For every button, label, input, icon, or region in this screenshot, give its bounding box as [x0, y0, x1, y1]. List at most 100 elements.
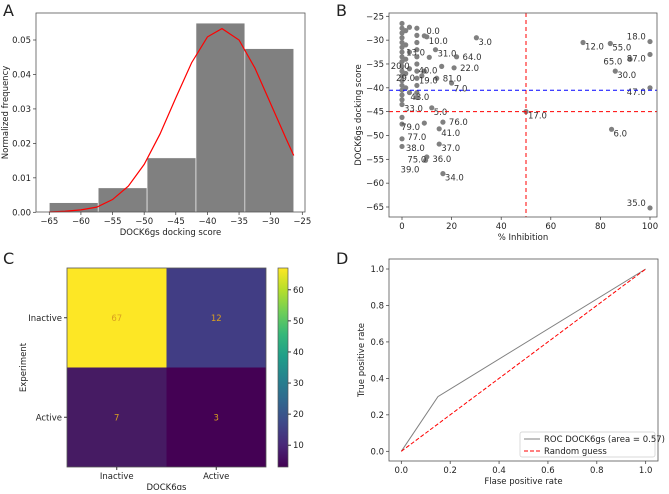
panel-a-y-tick-label: 0.04 [12, 70, 31, 80]
scatter-point [403, 28, 409, 34]
scatter-point [414, 39, 420, 46]
point-label: 81.0 [443, 74, 462, 84]
scatter-point [399, 121, 405, 127]
point-label: 77.0 [407, 133, 426, 143]
panel-b-x-tick-label: 20 [446, 222, 457, 232]
panel-b-y-tick-label: −35 [366, 60, 384, 70]
panel-b-x-tick-label: 80 [595, 222, 606, 232]
point-label: 40.0 [418, 66, 437, 76]
panel-a-x-axis-label: DOCK6gs docking score [120, 228, 222, 238]
point-label: 34.0 [445, 174, 464, 184]
scatter-point [406, 49, 413, 55]
scatter-point [399, 35, 405, 41]
scatter-point [414, 32, 420, 38]
panel-b-y-tick-label: −55 [366, 155, 384, 165]
point-label: 6.0 [614, 129, 628, 139]
panel-d-y-axis-label: True positive rate [357, 323, 367, 398]
panel-d-x-tick-label: 0.4 [492, 466, 506, 476]
scatter-point [580, 39, 586, 46]
scatter-point [406, 89, 413, 96]
panel-b-y-tick-label: −25 [366, 12, 384, 22]
scatter-point [647, 85, 653, 91]
cell-value: 67 [111, 314, 122, 324]
scatter-point [399, 82, 405, 89]
scatter-point [414, 94, 420, 100]
scatter-point [451, 65, 457, 71]
scatter-point [421, 68, 427, 74]
scatter-point [399, 87, 405, 93]
panel-b-y-tick-label: −40 [366, 84, 384, 94]
scatter-point [607, 40, 613, 47]
point-label: 20.0 [391, 62, 410, 72]
panel-a-y-tick-label: 0.01 [12, 174, 31, 184]
point-label: 39.0 [401, 166, 420, 176]
scatter-point [439, 63, 445, 69]
point-label: 55.0 [612, 43, 631, 53]
legend-box [519, 431, 656, 458]
panel-b-x-tick-label: 0 [399, 222, 404, 232]
panel-d-x-axis-label: Flase positive rate [484, 477, 562, 487]
point-label: 0.0 [426, 27, 440, 37]
colorbar-tick-label: 40 [293, 348, 304, 358]
point-label: 22.0 [460, 64, 479, 74]
panel-b-x-tick-label: 60 [545, 222, 556, 232]
scatter-point [399, 73, 405, 79]
panel-label-a: A [3, 1, 14, 20]
point-label: 33.0 [404, 104, 423, 114]
confusion-cell [166, 268, 266, 368]
scatter-point [453, 54, 460, 60]
panel-a-x-tick-label: −55 [104, 217, 122, 227]
panel-b-y-tick-label: −50 [366, 131, 384, 141]
scatter-point [414, 75, 420, 81]
scatter-point [399, 54, 405, 60]
panel-d-y-tick-label: 0.2 [370, 411, 384, 421]
panel-d-x-tick-label: 0.6 [541, 466, 555, 476]
panel-c-x-axis-label: DOCK6gs [147, 483, 188, 490]
panel-c-x-tick-label: Inactive [100, 472, 134, 482]
scatter-point [436, 141, 442, 147]
panel-d-x-tick-label: 1.0 [639, 466, 653, 476]
panel-a-y-tick-label: 0.02 [12, 139, 31, 149]
scatter-point [647, 38, 653, 45]
histogram-bar [244, 48, 295, 213]
panel-label-d: D [336, 249, 348, 268]
scatter-point [403, 85, 409, 91]
point-label: 29.0 [396, 74, 415, 84]
point-label: 18.0 [627, 33, 646, 43]
panel-d-y-tick-label: 0.8 [370, 301, 384, 311]
scatter-point [399, 25, 405, 31]
scatter-point [406, 24, 413, 30]
scatter-point [414, 82, 420, 89]
confusion-cell [67, 367, 167, 467]
panel-b-y-tick-label: −60 [366, 179, 384, 189]
panel-b-axes [388, 12, 658, 218]
panel-c-x-tick-label: Active [203, 472, 229, 482]
scatter-point [419, 73, 425, 79]
random-guess-line [401, 268, 646, 452]
point-label: 35.0 [627, 199, 646, 209]
point-label: 87.0 [627, 54, 646, 64]
panel-d-axes [388, 258, 659, 462]
point-label: 30.0 [617, 71, 636, 81]
panel-b-x-axis-label: % Inhibition [498, 233, 548, 243]
panel-a-x-tick-label: −45 [167, 217, 185, 227]
panel-c-y-tick-label: Inactive [28, 314, 62, 324]
panel-d-x-tick-label: 0.0 [395, 466, 409, 476]
point-label: 13.0 [406, 48, 425, 58]
point-label: 64.0 [463, 53, 482, 63]
panel-a-axes [35, 12, 306, 213]
scatter-point [414, 47, 420, 53]
panel-a-x-tick-label: −35 [230, 217, 248, 227]
panel-b-y-tick-label: −45 [366, 108, 384, 118]
panel-a-x-tick-label: −65 [40, 217, 58, 227]
colorbar-tick-label: 60 [293, 286, 304, 296]
scatter-point [436, 126, 442, 132]
point-label: 65.0 [603, 58, 622, 68]
scatter-point [399, 136, 405, 142]
scatter-point [422, 157, 429, 163]
confusion-cell [166, 367, 266, 467]
colorbar-tick-label: 10 [293, 441, 304, 451]
panel-a-y-tick-label: 0.00 [12, 208, 31, 218]
point-label: 36.0 [432, 155, 451, 165]
cell-value: 7 [114, 413, 119, 423]
